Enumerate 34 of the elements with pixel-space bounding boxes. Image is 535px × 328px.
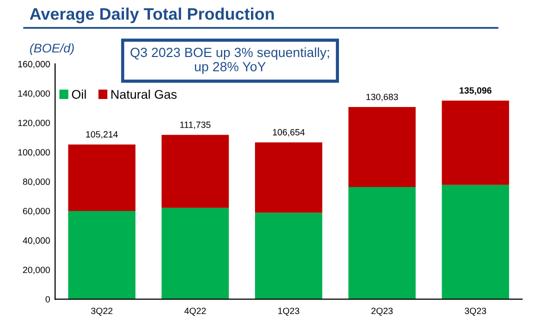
y-tick-label: 0 <box>46 296 50 302</box>
total-label: 111,735 <box>180 122 210 130</box>
bar <box>68 144 136 211</box>
total-label: 135,096 <box>460 87 492 95</box>
legend-label: Oil <box>72 90 86 99</box>
y-axis-title: (BOE/d) <box>30 43 74 56</box>
x-tick-label: 2Q23 <box>371 308 393 316</box>
y-tick-label: 20,000 <box>23 266 50 274</box>
bar <box>162 208 229 300</box>
bar <box>255 212 322 300</box>
x-tick-label: 1Q23 <box>278 308 300 316</box>
y-tick-label: 100,000 <box>18 149 50 157</box>
legend-label: Natural Gas <box>111 90 177 99</box>
x-tick-label: 4Q22 <box>184 308 206 316</box>
total-label: 130,683 <box>366 94 398 102</box>
y-tick-label: 120,000 <box>18 120 50 128</box>
y-tick-label: 60,000 <box>23 208 50 216</box>
annotation: Q3 2023 BOE up 3% sequentially; up 28% YoY <box>130 47 329 74</box>
chart-title: Average Daily Total Production <box>30 8 274 24</box>
bar <box>348 107 416 187</box>
y-tick-label: 140,000 <box>18 90 50 98</box>
bar <box>442 100 510 185</box>
y-tick-label: 40,000 <box>22 237 50 245</box>
y-tick-label: 160,000 <box>18 60 50 68</box>
bar <box>442 184 510 300</box>
x-tick-label: 3Q23 <box>464 308 486 316</box>
bar <box>162 134 229 208</box>
x-tick-label: 3Q22 <box>91 308 112 316</box>
bar <box>348 186 416 300</box>
y-tick-label: 80,000 <box>23 178 50 186</box>
total-label: 106,654 <box>273 129 305 137</box>
bar <box>255 142 322 213</box>
bar <box>68 210 136 300</box>
total-label: 105,214 <box>86 131 118 139</box>
